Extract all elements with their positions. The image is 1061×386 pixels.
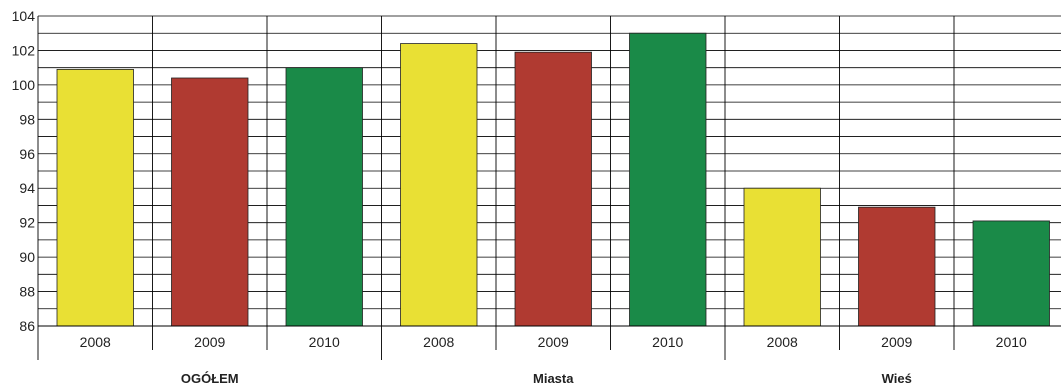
group-label: Miasta (533, 371, 574, 386)
y-tick-label: 88 (19, 284, 35, 300)
x-tick-label: 2010 (309, 334, 340, 350)
x-tick-label: 2008 (767, 334, 798, 350)
x-tick-label: 2009 (538, 334, 569, 350)
y-tick-label: 104 (12, 8, 36, 24)
x-tick-label: 2008 (80, 334, 111, 350)
bar-wieś-2009 (858, 206, 936, 327)
x-axis: 2008 2009 2010 2008 2009 2010 2008 2009 2010 OGÓŁ… (37, 326, 1027, 386)
y-tick-label: 98 (19, 111, 35, 127)
y-tick-label: 86 (19, 318, 35, 334)
bar-miasta-2010 (629, 32, 707, 327)
bar-miasta-2008 (400, 43, 478, 327)
group-label: Wieś (882, 371, 912, 386)
chart-frame (37, 16, 1061, 327)
x-tick-label: 2009 (881, 334, 912, 350)
group-label: OGÓŁEM (181, 371, 239, 386)
x-tick-label: 2008 (423, 334, 454, 350)
bar-ogółem-2009 (171, 77, 249, 327)
y-tick-label: 100 (12, 77, 36, 93)
y-tick-label: 96 (19, 146, 35, 162)
chart-bars (56, 32, 1050, 327)
bar-wieś-2010 (972, 220, 1050, 327)
y-tick-label: 102 (12, 42, 36, 58)
bar-miasta-2009 (514, 51, 592, 327)
bar-ogółem-2010 (285, 67, 363, 327)
bar-ogółem-2008 (56, 68, 134, 327)
y-axis: 86 88 90 92 94 96 98 100 102 104 (12, 8, 36, 334)
y-tick-label: 90 (19, 249, 35, 265)
x-tick-label: 2010 (996, 334, 1027, 350)
y-tick-label: 94 (19, 180, 35, 196)
x-tick-label: 2010 (652, 334, 683, 350)
bar-wieś-2008 (743, 187, 821, 327)
y-tick-label: 92 (19, 215, 35, 231)
x-tick-label: 2009 (194, 334, 225, 350)
